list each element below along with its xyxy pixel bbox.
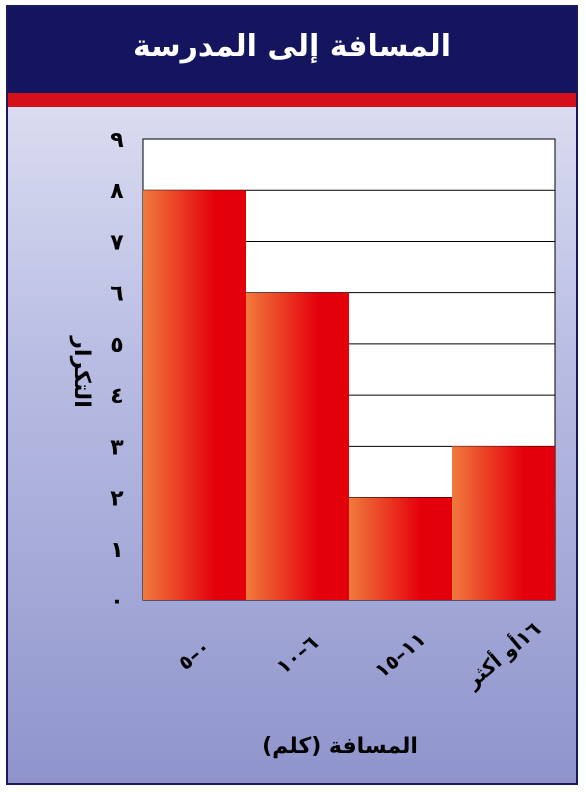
x-tick-label: ١٦أو أكثر — [459, 615, 545, 693]
y-tick-label: ٧ — [110, 230, 124, 255]
x-axis-label: المسافة (كلم) — [262, 734, 418, 759]
bar — [143, 190, 246, 600]
y-tick-label: ٥ — [110, 333, 123, 358]
header-bar: المسافة إلى المدرسة — [8, 7, 576, 93]
y-tick-label: ٣ — [110, 435, 124, 460]
y-axis-label: التكرار — [69, 335, 94, 407]
y-tick-label: ٢ — [110, 487, 124, 512]
x-tick-labels: ٠–٥ ٦–١٠ ١١–١٥ ١٦أو أكثر — [173, 615, 545, 693]
chart-title: المسافة إلى المدرسة — [132, 29, 452, 64]
y-tick-label: ٤ — [110, 384, 123, 409]
bar — [246, 292, 349, 600]
x-tick-label: ٦–١٠ — [271, 630, 322, 678]
y-tick-label: ٩ — [110, 128, 123, 153]
x-tick-label: ١١–١٥ — [370, 627, 431, 683]
bars — [143, 190, 555, 600]
y-tick-labels: ٠ ١ ٢ ٣ ٤ ٥ ٦ ٧ ٨ ٩ — [110, 128, 124, 614]
y-tick-label: ٦ — [110, 282, 123, 307]
bar — [349, 497, 452, 600]
bar — [452, 446, 555, 600]
accent-band — [8, 93, 576, 107]
x-tick-label: ٠–٥ — [173, 634, 215, 675]
y-tick-label: ١ — [110, 538, 123, 563]
y-tick-label: ٨ — [110, 179, 124, 204]
y-tick-label: ٠ — [110, 589, 123, 614]
